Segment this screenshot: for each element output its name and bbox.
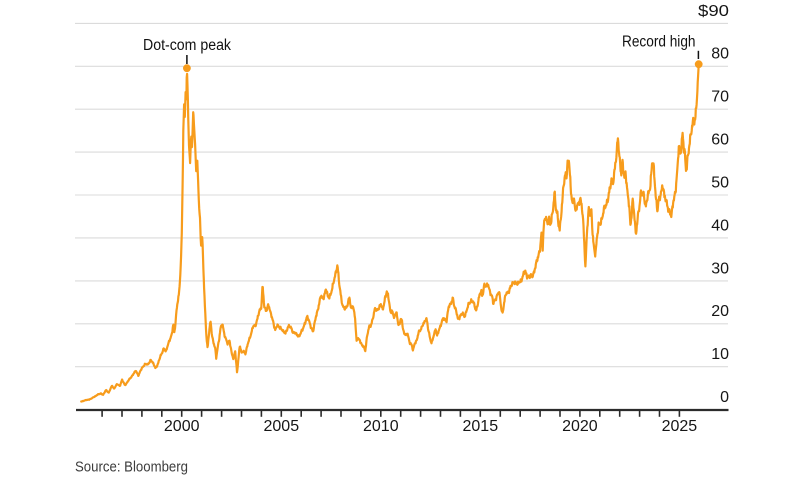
svg-text:Source: Bloomberg: Source: Bloomberg [75, 458, 188, 475]
svg-text:Record high: Record high [622, 33, 696, 50]
svg-text:80: 80 [711, 46, 729, 63]
svg-text:60: 60 [711, 132, 729, 149]
svg-text:30: 30 [711, 260, 729, 277]
svg-text:Dot-com peak: Dot-com peak [143, 37, 231, 54]
svg-text:70: 70 [711, 89, 729, 106]
svg-text:50: 50 [711, 174, 729, 191]
svg-text:2010: 2010 [363, 418, 399, 435]
svg-text:2025: 2025 [662, 418, 698, 435]
svg-text:40: 40 [711, 217, 729, 234]
svg-text:2005: 2005 [264, 418, 300, 435]
svg-text:20: 20 [711, 303, 729, 320]
svg-text:2020: 2020 [562, 418, 598, 435]
svg-text:0: 0 [720, 389, 729, 406]
svg-text:$90: $90 [698, 3, 729, 20]
svg-text:10: 10 [711, 346, 729, 363]
svg-text:2000: 2000 [164, 418, 200, 435]
svg-text:2015: 2015 [463, 418, 499, 435]
